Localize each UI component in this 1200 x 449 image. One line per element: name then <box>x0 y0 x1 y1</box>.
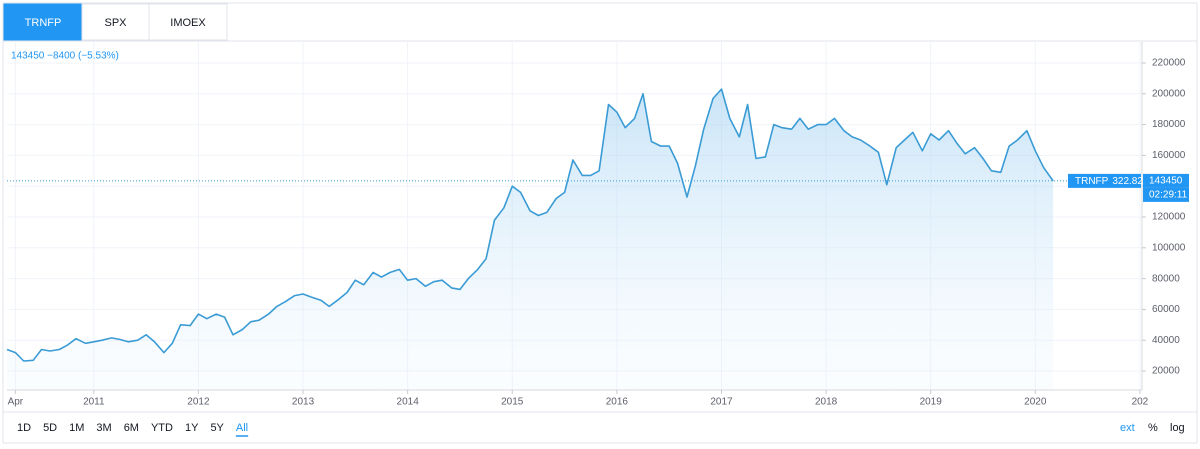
x-tick-label: 2018 <box>815 397 838 408</box>
option-button[interactable]: log <box>1170 422 1185 434</box>
range-button[interactable]: 1Y <box>185 422 199 434</box>
range-button[interactable]: 1M <box>69 422 84 434</box>
x-tick-label: 2014 <box>397 397 420 408</box>
x-tick-label: 2019 <box>920 397 943 408</box>
tab[interactable] <box>3 3 83 41</box>
y-tick-label: 220000 <box>1152 58 1186 69</box>
tab[interactable] <box>81 3 150 41</box>
range-button[interactable]: YTD <box>151 422 173 434</box>
x-tick-label: 2016 <box>606 397 629 408</box>
range-button[interactable]: 5Y <box>210 422 224 434</box>
tab-label[interactable]: SPX <box>104 17 127 29</box>
x-tick-label: 2011 <box>83 397 105 408</box>
axis-price: 143450 <box>1149 176 1183 187</box>
countdown: 02:29:11 <box>1149 190 1188 201</box>
y-tick-label: 200000 <box>1152 88 1186 99</box>
axis-price-bg <box>1143 173 1189 188</box>
price-label-change: 322.82% <box>1112 176 1152 187</box>
x-tick-label: 2012 <box>187 397 210 408</box>
price-label-name-text: TRNFP <box>1075 176 1109 187</box>
y-tick-label: 80000 <box>1152 273 1180 284</box>
option-button[interactable]: ext <box>1120 422 1135 434</box>
tab[interactable] <box>148 3 228 41</box>
x-tick-label: 2013 <box>292 397 315 408</box>
x-tick-label: 2017 <box>710 397 733 408</box>
x-tick-label: Apr <box>8 397 24 408</box>
y-tick-label: 180000 <box>1152 119 1186 130</box>
option-button[interactable]: % <box>1148 422 1158 434</box>
tab-label[interactable]: TRNFP <box>25 17 62 29</box>
tab-label[interactable]: IMOEX <box>170 17 206 29</box>
range-button[interactable]: 6M <box>124 422 139 434</box>
range-button[interactable]: All <box>236 422 248 434</box>
countdown-bg <box>1143 187 1189 202</box>
y-tick-label: 120000 <box>1152 212 1186 223</box>
range-button[interactable]: 3M <box>96 422 111 434</box>
price-label-name: TRNFP 322.82% <box>1075 176 1152 187</box>
x-tick-label: 2015 <box>501 397 524 408</box>
range-button[interactable]: 5D <box>43 422 57 434</box>
y-tick-label: 160000 <box>1152 150 1186 161</box>
y-tick-label: 100000 <box>1152 242 1186 253</box>
range-button[interactable]: 1D <box>17 422 31 434</box>
legend: 143450 −8400 (−5.53%) <box>11 51 119 62</box>
y-tick-label: 40000 <box>1152 335 1180 346</box>
y-tick-label: 20000 <box>1152 366 1180 377</box>
price-line <box>6 88 1054 362</box>
price-label-bg <box>1068 173 1141 188</box>
x-tick-label: 2020 <box>1024 397 1047 408</box>
x-tick-label: 202 <box>1132 397 1149 408</box>
y-tick-label: 60000 <box>1152 304 1180 315</box>
